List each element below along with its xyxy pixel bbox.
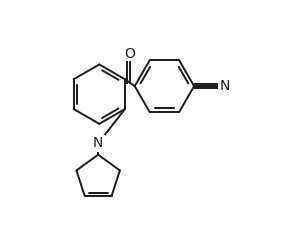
Text: N: N xyxy=(93,136,103,150)
Text: O: O xyxy=(124,47,135,61)
Text: N: N xyxy=(219,79,230,93)
